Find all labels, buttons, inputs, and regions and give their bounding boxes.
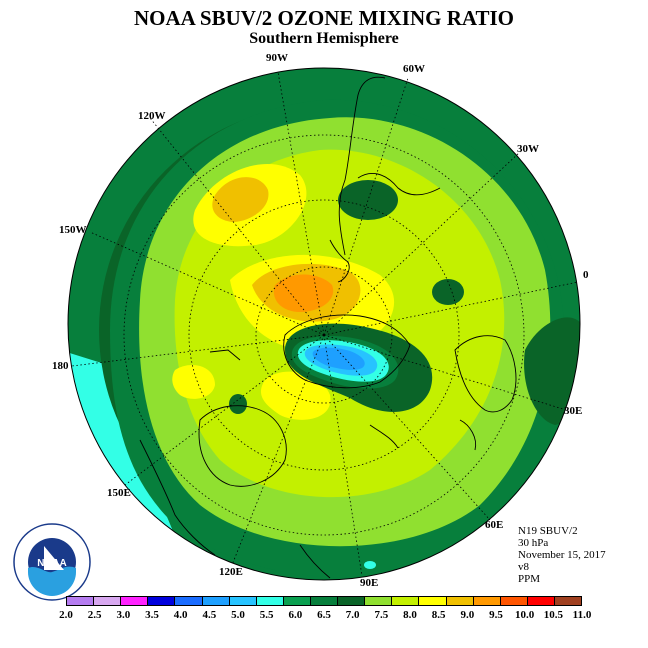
- color-scale-swatch: [310, 597, 339, 605]
- color-scale-tick-label: 6.5: [317, 609, 331, 621]
- ozone-field: [68, 68, 580, 580]
- color-scale-tick-label: 11.0: [572, 609, 592, 621]
- color-scale-tick-label: 2.5: [87, 609, 102, 621]
- color-scale-labels: 2.0 2.5 3.0 3.5 4.0 4.5 5.0 5.5 6.0 6.5 7.0 7.5 8.0 8…: [0, 609, 648, 623]
- product-info: N19 SBUV/2 30 hPa November 15, 2017 v8 P…: [518, 525, 606, 585]
- coastlines: [139, 76, 517, 579]
- color-scale-bar: [66, 596, 582, 606]
- color-scale-tick-label: 2.0: [59, 609, 73, 621]
- pressure-level-label: 30 hPa: [518, 537, 549, 549]
- color-scale-swatch: [202, 597, 230, 605]
- color-scale-tick-label: 6.0: [288, 609, 303, 621]
- color-scale-swatch: [419, 597, 447, 605]
- color-scale-swatch: [446, 597, 474, 605]
- color-scale-swatch: [121, 597, 149, 605]
- lon-label-150w: 150W: [59, 224, 87, 236]
- color-scale-swatch: [500, 597, 528, 605]
- color-scale-tick-label: 4.5: [202, 609, 217, 621]
- color-scale-swatch: [473, 597, 501, 605]
- color-scale-tick-label: 10.0: [515, 609, 535, 621]
- color-scale-tick-label: 9.5: [489, 609, 503, 621]
- color-scale-swatch: [67, 597, 95, 605]
- satellite-label: N19 SBUV/2: [518, 525, 578, 537]
- color-scale-swatch: [554, 597, 582, 605]
- lon-label-90w: 90W: [266, 52, 288, 64]
- color-scale-tick-label: 7.0: [345, 609, 360, 621]
- lon-label-60e: 60E: [485, 519, 504, 531]
- noaa-logo-text: NOAA: [37, 558, 66, 569]
- graticule: [71, 71, 579, 577]
- lon-label-30w: 30W: [517, 143, 539, 155]
- noaa-logo: NOAA: [13, 523, 91, 601]
- lon-label-180: 180: [52, 360, 69, 372]
- color-scale-tick-label: 8.0: [403, 609, 417, 621]
- color-scale-swatch: [94, 597, 122, 605]
- chart-title: NOAA SBUV/2 OZONE MIXING RATIO: [134, 6, 514, 30]
- color-scale-swatch: [392, 597, 420, 605]
- lon-label-90e: 90E: [360, 577, 379, 589]
- color-scale-swatch: [256, 597, 284, 605]
- lon-label-120e: 120E: [219, 566, 243, 578]
- color-scale-tick-label: 8.5: [431, 609, 446, 621]
- lon-label-0: 0: [583, 269, 589, 281]
- lon-label-60w: 60W: [403, 63, 425, 75]
- color-scale-swatch: [148, 597, 176, 605]
- date-label: November 15, 2017: [518, 549, 606, 561]
- map-border: [67, 67, 581, 581]
- lon-label-120w: 120W: [138, 110, 166, 122]
- color-scale-swatch: [338, 597, 366, 605]
- chart-subtitle: Southern Hemisphere: [249, 30, 399, 47]
- lon-label-30e: 30E: [564, 405, 583, 417]
- color-scale-tick-label: 5.5: [259, 609, 274, 621]
- units-label: PPM: [518, 573, 541, 585]
- color-scale-swatch: [175, 597, 203, 605]
- color-scale-tick-label: 4.0: [173, 609, 188, 621]
- color-scale-swatch: [283, 597, 311, 605]
- color-scale-tick-label: 7.5: [374, 609, 389, 621]
- color-scale-swatch: [229, 597, 257, 605]
- color-scale-swatch: [365, 597, 393, 605]
- color-scale-tick-label: 10.5: [543, 609, 563, 621]
- color-scale-tick-label: 9.0: [460, 609, 475, 621]
- color-scale-tick-label: 3.0: [116, 609, 131, 621]
- color-scale-tick-label: 3.5: [145, 609, 159, 621]
- lon-label-150e: 150E: [107, 487, 131, 499]
- color-scale-swatch: [527, 597, 555, 605]
- color-scale-tick-label: 5.0: [231, 609, 245, 621]
- version-label: v8: [518, 561, 529, 573]
